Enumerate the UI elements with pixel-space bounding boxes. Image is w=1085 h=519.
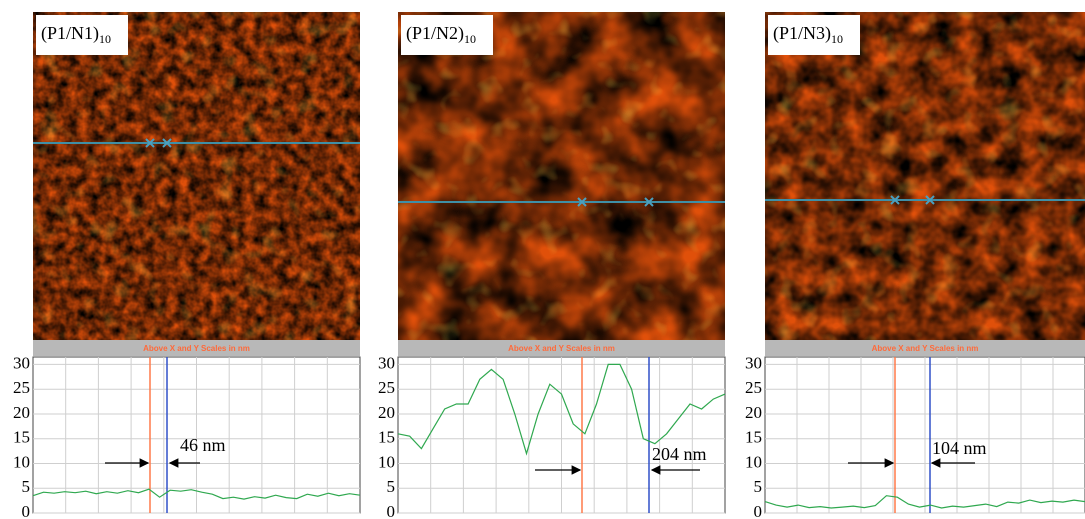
y-tick-label: 0 (22, 502, 31, 519)
afm-image-highlight (765, 12, 1085, 340)
banner (765, 340, 1085, 356)
banner-text: Above X and Y Scales in nm (508, 344, 615, 353)
y-tick-label: 30 (378, 353, 395, 372)
banner-text: Above X and Y Scales in nm (872, 344, 979, 353)
y-tick-label: 0 (387, 502, 396, 519)
label-box (401, 15, 493, 55)
label-box (768, 15, 860, 55)
y-tick-label: 25 (745, 378, 762, 397)
y-tick-label: 5 (387, 477, 396, 496)
banner (398, 340, 725, 356)
cursor-marker (925, 195, 935, 205)
y-tick-label: 0 (754, 502, 763, 519)
profile-line (397, 363, 726, 456)
annotation: 104 nm (932, 438, 987, 458)
banner (33, 340, 360, 356)
panel-label: (P1/N1)10 (41, 23, 111, 46)
panel-label-main: (P1/N2) (406, 23, 464, 44)
y-tick-label: 30 (13, 353, 30, 372)
annotation: 46 nm (180, 435, 226, 455)
cursor-marker (162, 138, 172, 148)
panel-label: (P1/N2)10 (406, 23, 476, 46)
annotation: 204 nm (652, 444, 707, 464)
panel-label: (P1/N3)10 (773, 23, 843, 46)
panel-label-sub: 10 (99, 32, 111, 46)
y-tick-label: 15 (745, 428, 762, 447)
y-tick-label: 30 (745, 353, 762, 372)
cursor-marker (145, 138, 155, 148)
y-tick-label: 10 (378, 452, 395, 471)
label-box (36, 15, 128, 55)
y-tick-label: 10 (745, 452, 762, 471)
y-tick-label: 15 (378, 428, 395, 447)
y-tick-label: 20 (745, 403, 762, 422)
y-tick-label: 15 (13, 428, 30, 447)
y-tick-label: 20 (378, 403, 395, 422)
y-tick-label: 5 (754, 477, 763, 496)
y-tick-label: 10 (13, 452, 30, 471)
panel-label-sub: 10 (831, 32, 843, 46)
cursor-marker (644, 197, 654, 207)
y-tick-label: 20 (13, 403, 30, 422)
y-tick-label: 25 (13, 378, 30, 397)
afm-image-highlight (398, 12, 725, 340)
cursor-marker (890, 195, 900, 205)
afm-image-highlight (33, 12, 360, 340)
cursor-marker (577, 197, 587, 207)
panel-label-sub: 10 (464, 32, 476, 46)
profile-line (32, 488, 361, 500)
profile-line (764, 495, 1085, 509)
y-tick-label: 5 (22, 477, 31, 496)
panel-label-main: (P1/N1) (41, 23, 99, 44)
banner-text: Above X and Y Scales in nm (143, 344, 250, 353)
panel-label-main: (P1/N3) (773, 23, 831, 44)
y-tick-label: 25 (378, 378, 395, 397)
